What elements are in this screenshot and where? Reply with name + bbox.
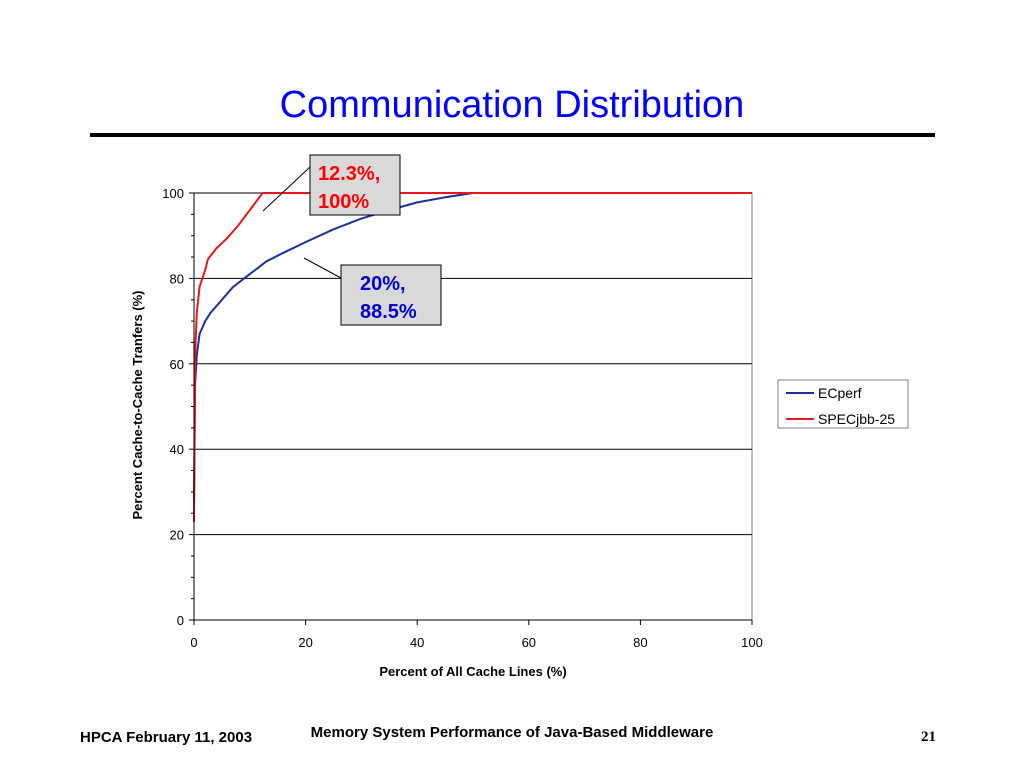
plot-border — [193, 192, 753, 621]
callout-text-line2: 100% — [318, 191, 369, 213]
footer-conference: HPCA February 11, 2003 — [80, 729, 253, 746]
footer-talk-title: Memory System Performance of Java-Based … — [310, 724, 714, 741]
callout-text-line2: 88.5% — [360, 301, 417, 323]
x-tick-label: 100 — [741, 635, 763, 650]
y-tick-label: 100 — [162, 186, 184, 201]
legend: ECperf SPECjbb-25 — [777, 379, 909, 429]
x-tick-label: 60 — [522, 635, 536, 650]
title-divider — [90, 133, 935, 137]
callout-leader-line — [303, 257, 342, 279]
y-tick-label: 40 — [170, 442, 184, 457]
callout-ecperf-point: 20%, 88.5% — [303, 257, 442, 326]
x-tick-label: 40 — [410, 635, 424, 650]
callout-specjbb-point: 12.3%, 100% — [262, 154, 401, 216]
x-tick-label: 80 — [633, 635, 647, 650]
legend-label-specjbb: SPECjbb-25 — [818, 411, 895, 427]
tick-labels: 0 20 40 60 80 100 0 20 40 60 80 100 — [162, 186, 763, 650]
y-axis-title: Percent Cache-to-Cache Tranfers (%) — [130, 290, 145, 519]
y-tick-label: 0 — [177, 613, 184, 628]
y-tick-label: 80 — [170, 271, 184, 286]
y-tick-label: 20 — [170, 528, 184, 543]
axes — [189, 192, 753, 625]
callout-text-line1: 12.3%, — [318, 163, 380, 185]
plot-area — [193, 192, 753, 621]
footer-page-number: 21 — [921, 729, 936, 745]
callout-text-line1: 20%, — [360, 273, 406, 295]
slide-title: Communication Distribution — [279, 84, 745, 126]
series-layer — [193, 192, 752, 522]
x-axis-title: Percent of All Cache Lines (%) — [379, 664, 566, 679]
y-tick-label: 60 — [170, 357, 184, 372]
series-line-specjbb-25 — [193, 192, 752, 522]
legend-label-ecperf: ECperf — [818, 385, 862, 401]
callout-leader-line — [262, 166, 311, 212]
callout-box — [340, 264, 442, 326]
x-tick-label: 0 — [190, 635, 197, 650]
callout-box — [309, 154, 401, 216]
x-tick-label: 20 — [298, 635, 312, 650]
